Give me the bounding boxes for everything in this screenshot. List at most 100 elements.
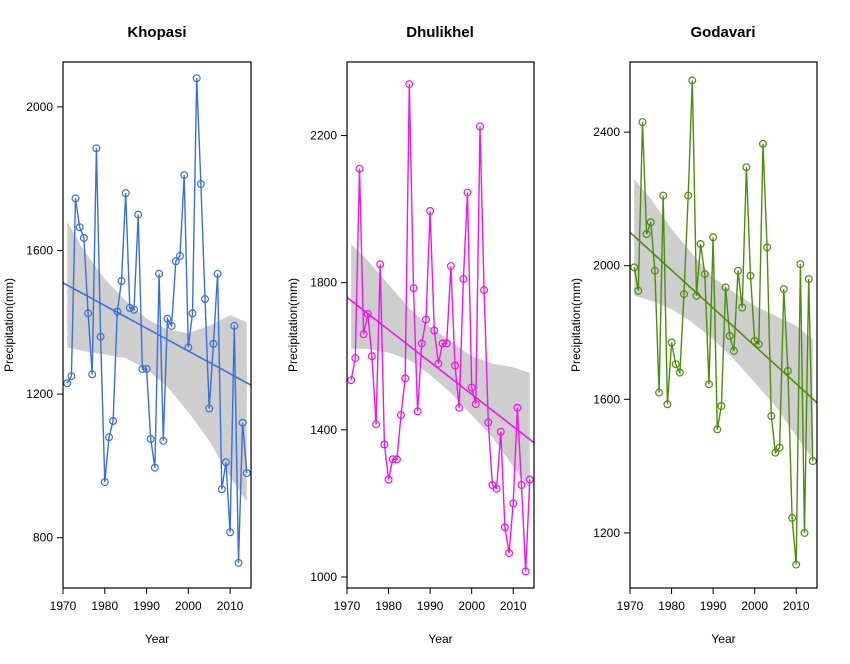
trend-line bbox=[346, 296, 535, 444]
data-point bbox=[471, 400, 480, 409]
x-tick-label: 2000 bbox=[175, 599, 202, 613]
data-point bbox=[655, 388, 664, 397]
panel-title: Dhulikhel bbox=[406, 24, 474, 41]
data-point bbox=[230, 321, 239, 330]
plot-frame bbox=[62, 61, 252, 589]
x-tick-label: 2000 bbox=[458, 599, 485, 613]
plot-frame bbox=[629, 61, 818, 589]
panel-dhulikhel: Dhulikhel 1970 1980 1990 2000 2010 1000 1400 180… bbox=[286, 24, 535, 646]
data-point bbox=[721, 283, 730, 292]
data-point bbox=[634, 286, 643, 295]
data-point bbox=[117, 277, 126, 286]
y-axis-label: Precipitation(mm) bbox=[286, 278, 300, 372]
data-point bbox=[455, 403, 464, 412]
data-point bbox=[392, 455, 401, 464]
y-tick-label: 1200 bbox=[593, 526, 620, 540]
data-point bbox=[367, 352, 376, 361]
x-tick-label: 1990 bbox=[133, 599, 160, 613]
x-tick-label: 2010 bbox=[500, 599, 527, 613]
data-point bbox=[109, 417, 118, 426]
data-point bbox=[67, 372, 76, 381]
data-point bbox=[388, 455, 397, 464]
panel-title: Godavari bbox=[690, 24, 755, 41]
data-point bbox=[159, 436, 168, 445]
data-point bbox=[422, 315, 431, 324]
data-point bbox=[167, 321, 176, 330]
data-point bbox=[84, 309, 93, 318]
data-point bbox=[733, 266, 742, 275]
data-point bbox=[196, 180, 205, 189]
data-point bbox=[380, 440, 389, 449]
data-point bbox=[638, 118, 647, 127]
data-point bbox=[113, 307, 122, 316]
y-tick-label: 2000 bbox=[593, 259, 620, 273]
y-tick-label: 1600 bbox=[593, 392, 620, 406]
data-point bbox=[771, 448, 780, 457]
data-point bbox=[742, 163, 751, 172]
data-point bbox=[796, 260, 805, 269]
data-point bbox=[729, 346, 738, 355]
data-point bbox=[104, 433, 113, 442]
panel-khopasi: Khopasi 1970 1980 1990 2000 2010 800 1200 1600 20… bbox=[2, 24, 252, 646]
y-tick-label: 2200 bbox=[310, 129, 337, 143]
data-point bbox=[688, 76, 697, 85]
data-point bbox=[409, 284, 418, 293]
x-tick-label: 1980 bbox=[91, 599, 118, 613]
x-tick-label: 1980 bbox=[375, 599, 402, 613]
data-point bbox=[92, 144, 101, 153]
data-point bbox=[459, 275, 468, 284]
data-point bbox=[763, 243, 772, 252]
data-point bbox=[521, 567, 530, 576]
data-point bbox=[155, 269, 164, 278]
plot-frame bbox=[346, 61, 535, 589]
data-point bbox=[134, 210, 143, 219]
data-point bbox=[180, 171, 189, 180]
data-point bbox=[513, 403, 522, 412]
data-point bbox=[372, 420, 381, 429]
data-point bbox=[234, 558, 243, 567]
data-point bbox=[667, 338, 676, 347]
data-point bbox=[451, 361, 460, 370]
data-point bbox=[713, 425, 722, 434]
x-axis-label: Year bbox=[145, 632, 169, 646]
data-point bbox=[467, 383, 476, 392]
data-point bbox=[96, 332, 105, 341]
data-point bbox=[163, 314, 172, 323]
y-tick-label: 1200 bbox=[26, 387, 53, 401]
data-point bbox=[792, 560, 801, 569]
data-point bbox=[213, 269, 222, 278]
trend-line bbox=[62, 282, 252, 386]
data-point bbox=[725, 331, 734, 340]
y-tick-label: 1600 bbox=[26, 243, 53, 257]
data-point bbox=[125, 303, 134, 312]
data-point bbox=[442, 339, 451, 348]
data-point bbox=[401, 374, 410, 383]
confidence-band bbox=[634, 178, 813, 460]
data-point bbox=[480, 286, 489, 295]
data-point bbox=[525, 475, 534, 484]
data-point bbox=[684, 191, 693, 200]
data-point bbox=[775, 443, 784, 452]
data-point bbox=[242, 469, 251, 478]
y-tick-label: 2000 bbox=[26, 100, 53, 114]
y-tick-label: 1000 bbox=[310, 570, 337, 584]
data-point bbox=[505, 549, 514, 558]
data-point bbox=[192, 74, 201, 83]
x-tick-label: 2010 bbox=[217, 599, 244, 613]
data-point bbox=[484, 418, 493, 427]
data-point bbox=[663, 400, 672, 409]
x-tick-label: 1970 bbox=[334, 599, 361, 613]
data-point bbox=[642, 230, 651, 239]
data-point bbox=[363, 310, 372, 319]
data-point bbox=[650, 266, 659, 275]
x-tick-label: 2000 bbox=[741, 599, 768, 613]
panel-godavari: Godavari 1970 1980 1990 2000 2010 1200 1600 2000… bbox=[569, 24, 818, 646]
data-point bbox=[509, 499, 518, 508]
series-line bbox=[633, 80, 814, 565]
data-point bbox=[430, 326, 439, 335]
series-line bbox=[350, 84, 531, 572]
data-point bbox=[176, 251, 185, 260]
x-tick-label: 2010 bbox=[783, 599, 810, 613]
data-point bbox=[150, 463, 159, 472]
data-point bbox=[217, 485, 226, 494]
